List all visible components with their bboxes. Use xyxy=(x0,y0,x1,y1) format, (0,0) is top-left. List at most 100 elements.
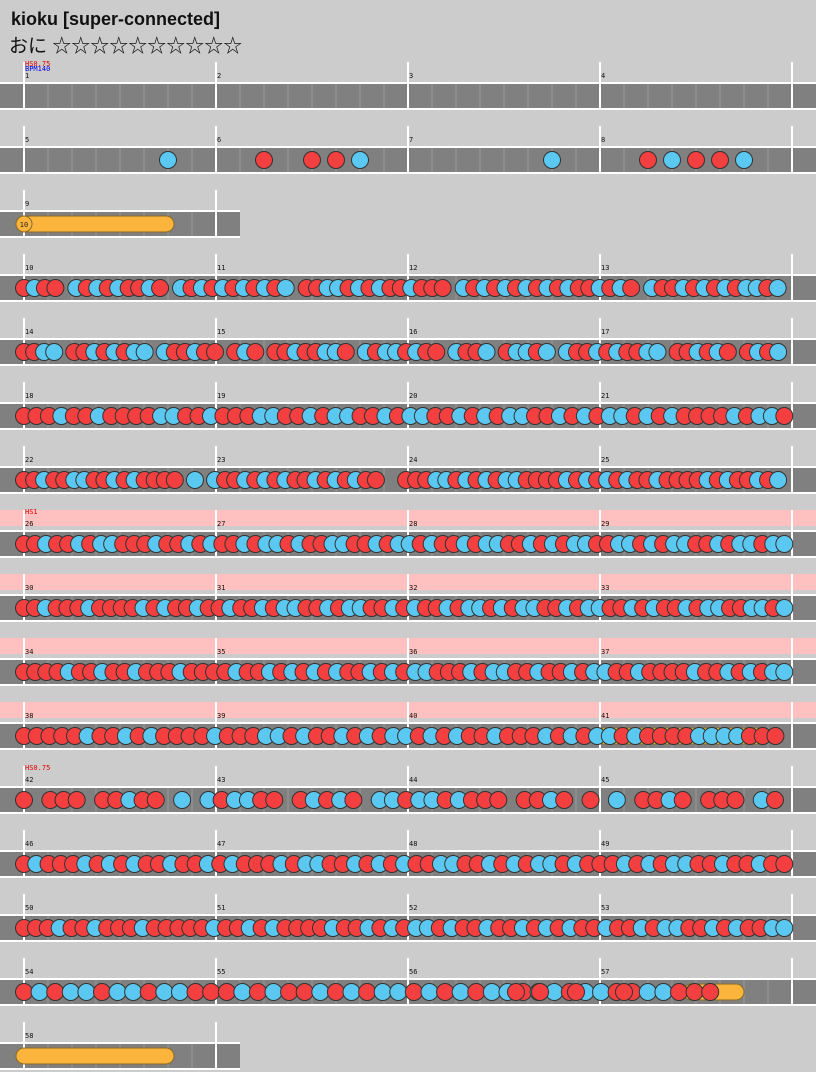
measure-number: 29 xyxy=(601,520,609,528)
measure-number: 50 xyxy=(25,904,33,912)
measure-number: 43 xyxy=(217,776,225,784)
ka-note xyxy=(389,983,408,1001)
don-note xyxy=(202,983,221,1001)
don-note xyxy=(726,791,745,809)
measure-number: 12 xyxy=(409,264,417,272)
ka-note xyxy=(185,471,204,489)
ka-note xyxy=(735,151,753,169)
ka-note xyxy=(173,791,192,809)
measure-number: 53 xyxy=(601,904,609,912)
balloon-head xyxy=(15,215,33,233)
measure-number: 41 xyxy=(601,712,609,720)
don-note xyxy=(46,983,65,1001)
don-note xyxy=(46,279,65,297)
ka-note xyxy=(607,791,626,809)
ka-note xyxy=(108,983,127,1001)
measure-number: 33 xyxy=(601,584,609,592)
ka-note xyxy=(342,983,361,1001)
don-note xyxy=(15,791,33,809)
measure-number: 5 xyxy=(25,136,29,144)
don-note xyxy=(366,471,385,489)
ka-note xyxy=(477,343,496,361)
don-note xyxy=(581,791,600,809)
measure-number: 52 xyxy=(409,904,417,912)
ka-note xyxy=(663,151,681,169)
measure-number: 48 xyxy=(409,840,417,848)
ka-note xyxy=(638,983,657,1001)
ka-note xyxy=(311,983,330,1001)
measure-number: 32 xyxy=(409,584,417,592)
don-note xyxy=(246,343,265,361)
measure-number: 11 xyxy=(217,264,225,272)
event-label: BPM140 xyxy=(25,65,50,73)
balloon-bar xyxy=(15,215,175,233)
ka-note xyxy=(775,663,794,681)
don-note xyxy=(186,983,205,1001)
ka-note xyxy=(654,983,673,1001)
don-note xyxy=(507,983,525,1001)
don-note xyxy=(555,791,574,809)
ka-note xyxy=(482,983,501,1001)
ka-note xyxy=(537,343,556,361)
ka-note xyxy=(264,983,283,1001)
ka-note xyxy=(768,279,787,297)
measure-number: 47 xyxy=(217,840,225,848)
measure-number: 44 xyxy=(409,776,417,784)
don-note xyxy=(639,151,657,169)
ka-note xyxy=(775,919,794,937)
don-note xyxy=(336,343,355,361)
don-note xyxy=(248,983,267,1001)
measure-number: 28 xyxy=(409,520,417,528)
measure-number: 46 xyxy=(25,840,33,848)
don-note xyxy=(433,279,452,297)
ka-note xyxy=(61,983,80,1001)
measure-number: 10 xyxy=(25,264,33,272)
don-note xyxy=(92,983,111,1001)
event-label: HS0.75 xyxy=(25,764,50,772)
don-note xyxy=(427,343,446,361)
don-note xyxy=(711,151,729,169)
measure-number: 55 xyxy=(217,968,225,976)
measure-number: 39 xyxy=(217,712,225,720)
don-note xyxy=(718,343,737,361)
difficulty-line: おに ☆☆☆☆☆☆☆☆☆☆ xyxy=(9,37,242,57)
event-label: HS0.75 xyxy=(25,60,50,68)
measure-number: 23 xyxy=(217,456,225,464)
measure-number: 7 xyxy=(409,136,413,144)
measure-number: 13 xyxy=(601,264,609,272)
measure-number: 56 xyxy=(409,968,417,976)
ka-note xyxy=(769,343,788,361)
ka-note xyxy=(77,983,96,1001)
don-note xyxy=(669,983,688,1001)
don-note xyxy=(67,791,86,809)
measure-number: 45 xyxy=(601,776,609,784)
don-note xyxy=(151,279,170,297)
measure-number: 6 xyxy=(217,136,221,144)
measure-number: 30 xyxy=(25,584,33,592)
measure-number: 58 xyxy=(25,1032,33,1040)
don-note xyxy=(139,983,158,1001)
measure-number: 35 xyxy=(217,648,225,656)
don-note xyxy=(615,983,633,1001)
don-note xyxy=(701,983,720,1001)
measure-number: 37 xyxy=(601,648,609,656)
measure-number: 3 xyxy=(409,72,413,80)
measure-number: 31 xyxy=(217,584,225,592)
ka-note xyxy=(45,343,64,361)
don-note xyxy=(489,791,508,809)
ka-note xyxy=(451,983,470,1001)
don-note xyxy=(146,791,165,809)
ka-note xyxy=(373,983,392,1001)
don-note xyxy=(404,983,423,1001)
ka-note xyxy=(351,151,369,169)
measure-number: 17 xyxy=(601,328,609,336)
measure-number: 54 xyxy=(25,968,33,976)
ka-note xyxy=(233,983,252,1001)
ka-note xyxy=(170,983,189,1001)
don-note xyxy=(327,151,345,169)
measure-number: 8 xyxy=(601,136,605,144)
don-note xyxy=(687,151,705,169)
don-note xyxy=(265,791,284,809)
ka-note xyxy=(769,471,788,489)
